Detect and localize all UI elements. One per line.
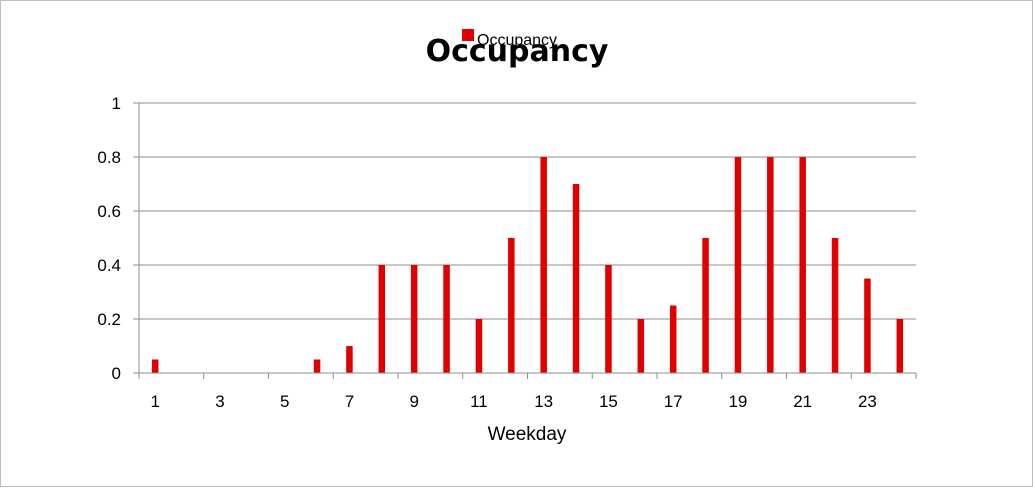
chart-title: Occupancy bbox=[426, 34, 609, 69]
y-tick-label: 1 bbox=[112, 94, 121, 113]
x-tick-label: 13 bbox=[534, 392, 553, 411]
legend-swatch bbox=[462, 29, 474, 41]
bar-weekday-16 bbox=[637, 319, 645, 373]
y-tick-label: 0.4 bbox=[97, 256, 121, 275]
bar-weekday-7 bbox=[346, 346, 353, 373]
bar-weekday-18 bbox=[702, 238, 709, 373]
bar-weekday-10 bbox=[443, 265, 450, 373]
x-tick-label: 5 bbox=[280, 392, 289, 411]
bar-weekday-1 bbox=[151, 359, 159, 373]
y-tick-label: 0.2 bbox=[97, 310, 121, 329]
bars bbox=[151, 157, 904, 373]
legend-label: Occupancy bbox=[477, 32, 557, 49]
bar-weekday-12 bbox=[508, 238, 515, 373]
y-tick-labels: 0 0.2 0.4 0.6 0.8 1 bbox=[97, 94, 121, 383]
bar-weekday-22 bbox=[831, 238, 839, 373]
x-axis-title: Weekday bbox=[488, 424, 567, 445]
x-tick-label: 1 bbox=[150, 392, 159, 411]
y-tick-label: 0.6 bbox=[97, 202, 121, 221]
bar-weekday-13 bbox=[540, 157, 547, 373]
bar-weekday-24 bbox=[896, 319, 904, 373]
x-tick-label: 15 bbox=[599, 392, 618, 411]
bar-weekday-14 bbox=[572, 184, 580, 373]
bar-weekday-8 bbox=[378, 265, 386, 373]
x-tick-label: 17 bbox=[664, 392, 683, 411]
x-tick-label: 9 bbox=[409, 392, 418, 411]
axes bbox=[133, 102, 917, 379]
bar-weekday-23 bbox=[864, 278, 871, 373]
bar-weekday-6 bbox=[313, 359, 321, 373]
gridlines bbox=[139, 102, 916, 320]
x-tick-label: 19 bbox=[728, 392, 747, 411]
y-tick-label: 0 bbox=[112, 364, 121, 383]
bar-weekday-9 bbox=[410, 265, 418, 373]
x-tick-label: 7 bbox=[345, 392, 354, 411]
x-tick-label: 21 bbox=[793, 392, 812, 411]
bar-weekday-15 bbox=[605, 265, 612, 373]
x-tick-label: 3 bbox=[215, 392, 224, 411]
x-tick-label: 23 bbox=[858, 392, 877, 411]
bar-weekday-19 bbox=[734, 157, 742, 373]
bar-weekday-21 bbox=[799, 157, 806, 373]
y-tick-label: 0.8 bbox=[97, 148, 121, 167]
legend: Occupancy bbox=[462, 29, 557, 49]
x-tick-labels: 1 3 5 7 9 11 13 15 17 19 21 23 bbox=[150, 392, 876, 411]
x-tick-label: 11 bbox=[470, 392, 488, 411]
bar-weekday-11 bbox=[475, 319, 483, 373]
bar-weekday-17 bbox=[669, 305, 677, 373]
bar-weekday-20 bbox=[767, 157, 774, 373]
